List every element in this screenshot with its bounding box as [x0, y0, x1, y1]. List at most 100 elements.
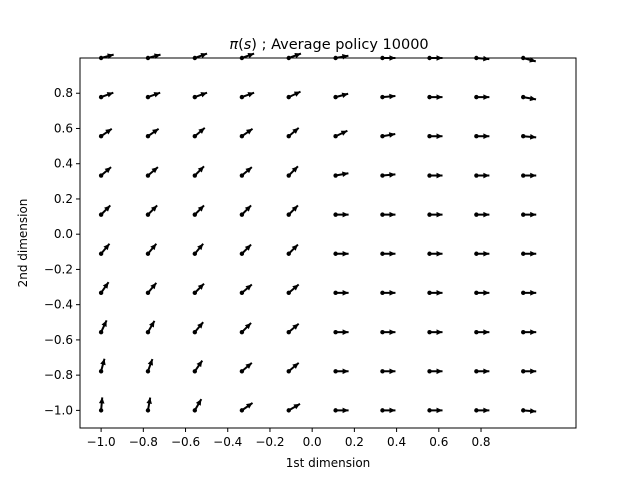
policy-arrow — [192, 91, 208, 100]
policy-arrow — [98, 91, 114, 100]
policy-arrow — [286, 403, 301, 413]
policy-arrow — [286, 362, 300, 374]
policy-arrow — [239, 362, 253, 374]
policy-arrow — [333, 92, 349, 100]
policy-arrow — [427, 250, 443, 257]
policy-arrow — [521, 408, 537, 414]
policy-arrow — [521, 55, 537, 63]
policy-arrow — [98, 53, 114, 61]
policy-arrow — [427, 172, 443, 179]
title-paren-close: ) — [251, 37, 257, 53]
policy-arrow — [239, 52, 255, 61]
policy-arrow — [474, 133, 490, 140]
policy-arrow — [286, 204, 299, 217]
policy-arrow — [192, 204, 205, 217]
policy-arrow — [98, 127, 113, 139]
policy-arrow — [286, 52, 302, 61]
title-paren-open: ( — [238, 37, 244, 53]
policy-arrow — [98, 166, 112, 178]
policy-arrow — [98, 319, 108, 335]
title-variable: s — [244, 37, 252, 53]
policy-arrow — [427, 133, 443, 140]
policy-arrow — [380, 368, 396, 375]
policy-arrow — [521, 211, 537, 218]
y-tick-label: 0.0 — [54, 227, 73, 241]
x-axis-ticks: −1.0 −0.8 −0.6 −0.4 −0.2 0.0 0.2 0.4 0.6 0.8 — [87, 428, 491, 449]
policy-arrow — [145, 127, 160, 139]
title-text: ; Average policy 10000 — [257, 37, 429, 53]
policy-arrow — [380, 132, 396, 139]
policy-arrow — [427, 368, 443, 375]
policy-arrow — [145, 53, 161, 61]
policy-arrow — [239, 127, 254, 139]
policy-arrow — [333, 54, 349, 61]
policy-arrow — [427, 211, 443, 218]
policy-arrow — [239, 166, 253, 178]
policy-arrow — [192, 321, 204, 335]
y-tick-label: 0.8 — [54, 86, 73, 100]
title-symbol: π — [229, 37, 238, 53]
policy-arrow — [474, 94, 490, 100]
policy-arrow — [427, 407, 443, 414]
policy-arrow — [333, 171, 349, 178]
policy-arrow — [239, 402, 254, 413]
policy-arrow — [380, 329, 396, 335]
y-tick-label: −0.6 — [44, 333, 73, 347]
policy-arrow — [474, 290, 490, 296]
policy-arrow — [286, 90, 301, 100]
policy-arrow — [192, 127, 206, 139]
policy-arrow — [333, 407, 349, 414]
policy-arrow — [521, 290, 537, 296]
x-tick-label: −1.0 — [87, 435, 116, 449]
policy-arrow — [474, 250, 490, 257]
policy-arrow — [145, 397, 152, 413]
policy-arrow — [521, 94, 537, 102]
policy-arrow — [98, 358, 106, 374]
x-tick-label: 0.8 — [471, 435, 490, 449]
y-tick-label: −0.2 — [44, 262, 73, 276]
policy-arrow — [145, 282, 158, 296]
policy-arrow — [239, 283, 253, 296]
policy-arrow — [239, 204, 252, 217]
policy-arrow — [474, 368, 490, 375]
policy-arrow — [286, 165, 299, 178]
x-tick-label: −0.8 — [129, 435, 158, 449]
policy-arrow — [192, 282, 205, 296]
x-tick-label: 0.6 — [429, 435, 448, 449]
policy-arrow — [98, 204, 112, 217]
policy-arrow — [98, 281, 110, 296]
policy-arrow — [521, 368, 537, 375]
policy-arrow — [521, 172, 537, 179]
y-axis-ticks: −1.0 −0.8 −0.6 −0.4 −0.2 0.0 0.2 0.4 0.6 0.8 — [44, 86, 80, 417]
policy-arrow — [286, 243, 299, 256]
policy-arrow — [192, 398, 203, 413]
policy-arrow — [333, 211, 349, 218]
policy-arrow — [474, 55, 490, 62]
policy-arrow — [145, 204, 158, 217]
policy-arrow — [98, 397, 105, 413]
policy-arrow — [192, 243, 204, 256]
chart-title: π(s) ; Average policy 10000 — [229, 37, 428, 53]
policy-arrow — [98, 243, 111, 256]
policy-arrow — [333, 368, 349, 375]
policy-arrow — [380, 93, 396, 100]
policy-arrow — [333, 129, 348, 139]
policy-arrow — [239, 243, 252, 256]
policy-arrow — [380, 407, 396, 414]
policy-arrow — [192, 52, 208, 61]
policy-arrow — [286, 283, 300, 296]
policy-arrow — [333, 329, 349, 335]
policy-arrow — [145, 91, 161, 100]
arrow-field — [98, 52, 537, 414]
x-tick-label: 0.4 — [387, 435, 406, 449]
y-tick-label: −1.0 — [44, 403, 73, 417]
policy-arrow — [380, 172, 396, 178]
policy-arrow — [145, 320, 156, 335]
policy-arrow — [145, 166, 159, 178]
plot-frame — [79, 57, 577, 429]
policy-arrow — [474, 172, 490, 179]
policy-arrow — [474, 407, 490, 414]
policy-arrow — [333, 290, 349, 296]
